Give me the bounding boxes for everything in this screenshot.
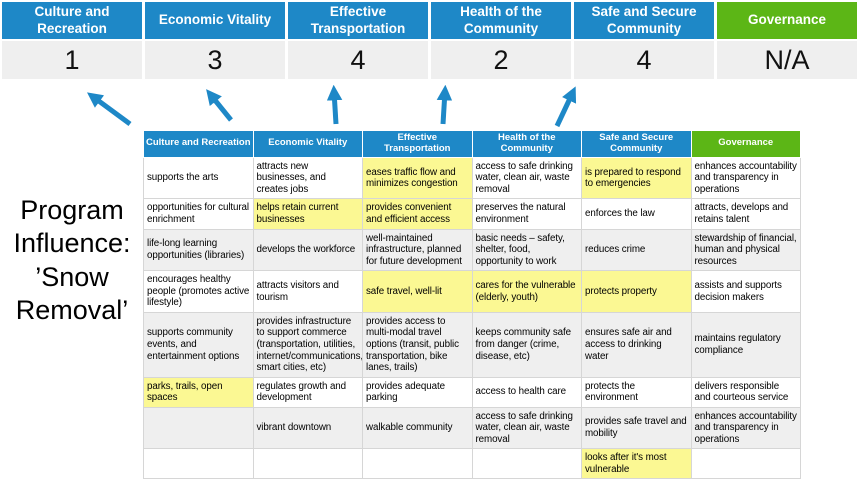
summary-score-safe-and-secure-community: 4 bbox=[574, 41, 714, 79]
summary-header-economic-vitality: Economic Vitality bbox=[145, 2, 285, 39]
summary-header-safe-and-secure-community: Safe and Secure Community bbox=[574, 2, 714, 39]
matrix-cell: assists and supports decision makers bbox=[690, 270, 801, 313]
matrix-cell bbox=[362, 448, 473, 479]
matrix-cell: attracts new businesses, and creates job… bbox=[252, 156, 363, 200]
matrix-cell: ensures safe air and access to drinking … bbox=[581, 311, 692, 378]
up-arrow-transportation bbox=[326, 84, 343, 125]
matrix-row: looks after it's most vulnerable bbox=[143, 448, 801, 479]
matrix-cell-highlighted: safe travel, well-lit bbox=[362, 270, 473, 313]
matrix-cell: enhances accountability and transparency… bbox=[690, 156, 801, 200]
matrix-row: opportunities for cultural enrichment hel… bbox=[143, 198, 801, 230]
matrix-cell: vibrant downtown bbox=[252, 406, 363, 450]
matrix-cell: develops the workforce bbox=[252, 228, 363, 272]
matrix-cell bbox=[471, 448, 582, 479]
summary-header-effective-transportation: Effective Transportation bbox=[288, 2, 428, 39]
matrix-cell-highlighted: parks, trails, open spaces bbox=[143, 376, 254, 408]
summary-score-row: 1 3 4 2 4 N/A bbox=[2, 41, 857, 79]
matrix-cell bbox=[252, 448, 363, 479]
matrix-cell: attracts visitors and tourism bbox=[252, 270, 363, 313]
matrix-cell: life-long learning opportunities (librar… bbox=[143, 228, 254, 272]
matrix-cell: access to health care bbox=[471, 376, 582, 408]
matrix-header-culture-and-recreation: Culture and Recreation bbox=[143, 130, 254, 158]
matrix-cell: reduces crime bbox=[581, 228, 692, 272]
matrix-cell: stewardship of financial, human and phys… bbox=[690, 228, 801, 272]
matrix-cell: regulates growth and development bbox=[252, 376, 363, 408]
up-arrow-economic bbox=[206, 89, 233, 122]
matrix-cell-highlighted: keeps community safe from danger (crime,… bbox=[471, 311, 582, 378]
matrix-row: life-long learning opportunities (librar… bbox=[143, 228, 801, 272]
matrix-cell-highlighted: provides infrastructure to support comme… bbox=[252, 311, 363, 378]
matrix-header-row: Culture and Recreation Economic Vitality E… bbox=[143, 130, 801, 158]
influence-matrix: Culture and Recreation Economic Vitality E… bbox=[143, 130, 801, 479]
matrix-cell: opportunities for cultural enrichment bbox=[143, 198, 254, 230]
matrix-row: supports community events, and entertain… bbox=[143, 311, 801, 378]
summary-score-effective-transportation: 4 bbox=[288, 41, 428, 79]
matrix-row: vibrant downtown walkable community access… bbox=[143, 406, 801, 450]
matrix-cell: encourages healthy people (promotes acti… bbox=[143, 270, 254, 313]
matrix-cell-highlighted: protects property bbox=[581, 270, 692, 313]
matrix-cell: access to safe drinking water, clean air… bbox=[471, 156, 582, 200]
matrix-cell: supports community events, and entertain… bbox=[143, 311, 254, 378]
summary-header-health-of-the-community: Health of the Community bbox=[431, 2, 571, 39]
matrix-cell: walkable community bbox=[362, 406, 473, 450]
up-arrow-culture bbox=[87, 92, 132, 127]
matrix-cell-highlighted: is prepared to respond to emergencies bbox=[581, 156, 692, 200]
matrix-cell: enhances accountability and transparency… bbox=[690, 406, 801, 450]
matrix-cell-highlighted: provides convenient and efficient access bbox=[362, 198, 473, 230]
matrix-cell: attracts, develops and retains talent bbox=[690, 198, 801, 230]
summary-score-culture-and-recreation: 1 bbox=[2, 41, 142, 79]
summary-score-economic-vitality: 3 bbox=[145, 41, 285, 79]
summary-score-health-of-the-community: 2 bbox=[431, 41, 571, 79]
matrix-cell bbox=[690, 448, 801, 479]
matrix-row: supports the arts attracts new businesses… bbox=[143, 156, 801, 200]
up-arrow-health bbox=[436, 84, 453, 125]
matrix-header-economic-vitality: Economic Vitality bbox=[252, 130, 363, 158]
matrix-cell: delivers responsible and courteous servi… bbox=[690, 376, 801, 408]
matrix-header-safe-and-secure-community: Safe and Secure Community bbox=[581, 130, 692, 158]
matrix-cell: enforces the law bbox=[581, 198, 692, 230]
matrix-cell bbox=[143, 406, 254, 450]
program-influence-label: Program Influence: ’Snow Removal’ bbox=[13, 195, 131, 326]
matrix-cell-highlighted: eases traffic flow and minimizes congest… bbox=[362, 156, 473, 200]
summary-header-governance: Governance bbox=[717, 2, 857, 39]
matrix-cell bbox=[143, 448, 254, 479]
matrix-header-governance: Governance bbox=[690, 130, 801, 158]
matrix-cell-highlighted: basic needs – safety, shelter, food, opp… bbox=[471, 228, 582, 272]
matrix-header-health-of-the-community: Health of the Community bbox=[471, 130, 582, 158]
matrix-cell-highlighted: looks after it's most vulnerable bbox=[581, 448, 692, 479]
matrix-cell-highlighted: provides access to multi-modal travel op… bbox=[362, 311, 473, 378]
matrix-cell: protects the environment bbox=[581, 376, 692, 408]
up-arrow-safe bbox=[554, 86, 577, 128]
matrix-cell: supports the arts bbox=[143, 156, 254, 200]
matrix-cell-highlighted: cares for the vulnerable (elderly, youth… bbox=[471, 270, 582, 313]
summary-score-governance: N/A bbox=[717, 41, 857, 79]
summary-header-row: Culture and Recreation Economic Vitality E… bbox=[2, 2, 857, 39]
matrix-cell: maintains regulatory compliance bbox=[690, 311, 801, 378]
summary-header-culture-and-recreation: Culture and Recreation bbox=[2, 2, 142, 39]
matrix-row: parks, trails, open spaces regulates grow… bbox=[143, 376, 801, 408]
matrix-cell-highlighted: helps retain current businesses bbox=[252, 198, 363, 230]
matrix-body: supports the arts attracts new businesses… bbox=[143, 156, 801, 479]
matrix-cell: well-maintained infrastructure, planned … bbox=[362, 228, 473, 272]
matrix-cell: provides adequate parking bbox=[362, 376, 473, 408]
matrix-cell: access to safe drinking water, clean air… bbox=[471, 406, 582, 450]
matrix-header-effective-transportation: Effective Transportation bbox=[362, 130, 473, 158]
matrix-cell: preserves the natural environment bbox=[471, 198, 582, 230]
matrix-row: encourages healthy people (promotes acti… bbox=[143, 270, 801, 313]
matrix-cell-highlighted: provides safe travel and mobility bbox=[581, 406, 692, 450]
